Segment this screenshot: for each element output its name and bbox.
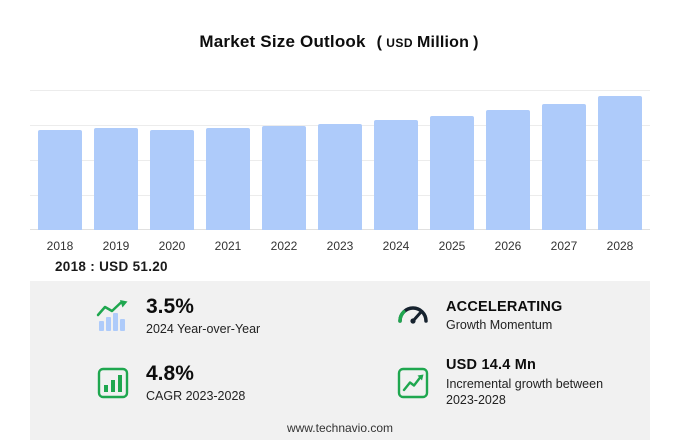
x-axis-label: 2019 — [102, 239, 130, 253]
page-title: Market Size Outlook (USD Million) — [0, 32, 680, 52]
x-axis-label: 2022 — [270, 239, 298, 253]
bar-column — [312, 90, 368, 230]
stat-text: ACCELERATING Growth Momentum — [446, 299, 563, 334]
bar-2023 — [318, 124, 362, 230]
gridline — [30, 90, 650, 91]
bar-2021 — [206, 127, 250, 230]
bar-column — [32, 90, 88, 230]
bar-column — [368, 90, 424, 230]
bar-2018 — [38, 130, 82, 230]
unit-currency: USD — [386, 36, 414, 50]
plot-area — [30, 90, 650, 230]
x-axis-label: 2020 — [158, 239, 186, 253]
bar-column — [536, 90, 592, 230]
market-size-bar-chart: 2018 2019 2020 2021 2022 2023 2024 2025 2026 2027… — [30, 90, 650, 253]
x-axis-labels: 2018 2019 2020 2021 2022 2023 2024 2025 2026 2027… — [30, 239, 650, 253]
stat-yoy-growth: 3.5% 2024 Year-over-Year — [94, 295, 394, 337]
gauge-icon — [398, 306, 428, 324]
stat-label: Incremental growth between 2023-2028 — [446, 377, 604, 408]
bar-chart-bars — [30, 90, 650, 230]
stat-text: 4.8% CAGR 2023-2028 — [146, 362, 245, 404]
stats-grid: 3.5% 2024 Year-over-Year ACCELERATING Gr… — [30, 281, 650, 409]
bar-column — [256, 90, 312, 230]
bar-2026 — [486, 110, 530, 230]
stat-value: 3.5% — [146, 295, 194, 318]
stat-value: ACCELERATING — [446, 298, 563, 315]
stat-value: 4.8% — [146, 361, 194, 385]
bar-2027 — [542, 103, 586, 230]
footer-url: www.technavio.com — [286, 421, 394, 435]
stat-label: 2024 Year-over-Year — [146, 322, 261, 337]
cagr-bar-chart-icon — [97, 367, 129, 399]
bar-2024 — [374, 120, 418, 230]
stat-value: USD 14.4 Mn — [446, 357, 537, 374]
incremental-growth-chart-icon — [397, 367, 429, 399]
x-axis-label: 2027 — [550, 239, 578, 253]
title-text: Market Size Outlook — [199, 32, 366, 51]
base-year-annotation: 2018 : USD 51.20 — [55, 259, 168, 274]
x-axis-label: 2023 — [326, 239, 354, 253]
bar-column — [144, 90, 200, 230]
bar-2020 — [150, 129, 194, 230]
stats-panel: 3.5% 2024 Year-over-Year ACCELERATING Gr… — [30, 281, 650, 440]
x-axis-label: 2024 — [382, 239, 410, 253]
stat-cagr: 4.8% CAGR 2023-2028 — [94, 357, 394, 408]
bar-2025 — [430, 116, 474, 230]
stat-text: USD 14.4 Mn Incremental growth between 2… — [446, 357, 621, 408]
x-axis-label: 2028 — [606, 239, 634, 253]
title-unit: (USD Million) — [376, 34, 479, 51]
bar-column — [424, 90, 480, 230]
bar-2022 — [262, 125, 306, 230]
bar-column — [480, 90, 536, 230]
bar-column — [200, 90, 256, 230]
stat-growth-momentum: ACCELERATING Growth Momentum — [394, 295, 630, 337]
bar-2019 — [94, 128, 138, 230]
bar-column — [592, 90, 648, 230]
bar-2028 — [598, 96, 642, 230]
bar-column — [88, 90, 144, 230]
x-axis-label: 2018 — [46, 239, 74, 253]
unit-label: Million — [417, 34, 470, 51]
stat-text: 3.5% 2024 Year-over-Year — [146, 295, 260, 337]
yoy-growth-bars-icon — [96, 300, 128, 332]
x-axis-label: 2025 — [438, 239, 466, 253]
x-axis-label: 2026 — [494, 239, 522, 253]
stat-label: Growth Momentum — [446, 318, 553, 333]
stat-incremental-growth: USD 14.4 Mn Incremental growth between 2… — [394, 357, 630, 408]
stat-label: CAGR 2023-2028 — [146, 388, 246, 403]
x-axis-label: 2021 — [214, 239, 242, 253]
